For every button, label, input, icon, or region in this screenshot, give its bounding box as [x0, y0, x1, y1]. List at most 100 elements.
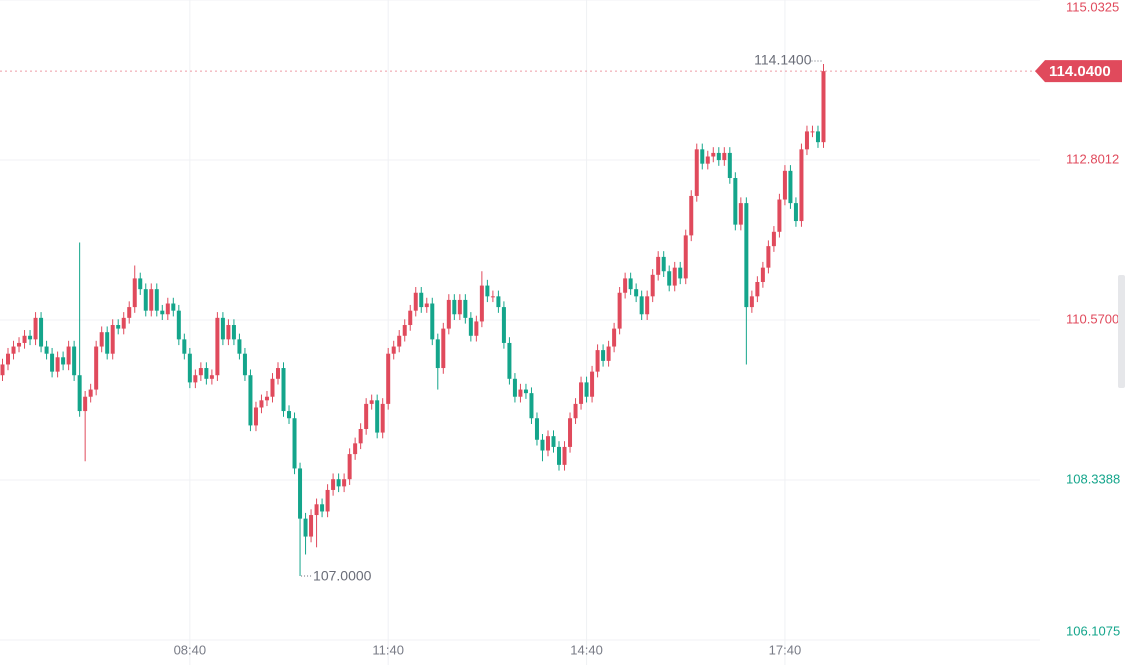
candle-body: [160, 310, 165, 315]
y-tick-label: 106.1075: [1066, 623, 1120, 638]
x-tick-label: 14:40: [570, 642, 603, 657]
candle-body: [485, 285, 490, 297]
candle-body: [523, 389, 528, 394]
candle-body: [154, 289, 159, 311]
candle-body: [788, 170, 793, 204]
last-price-tag: [1035, 60, 1122, 83]
candle-body: [490, 296, 495, 298]
candle-body: [672, 267, 677, 286]
scroll-handle[interactable]: [1118, 275, 1125, 388]
candle-body: [94, 346, 99, 390]
candle-body: [193, 375, 198, 383]
candle-body: [452, 299, 457, 315]
candle-body: [33, 317, 38, 340]
candle-body: [424, 303, 429, 308]
candle-body: [298, 468, 303, 519]
candle-body: [347, 454, 352, 480]
last-price-label: 114.0400: [1049, 63, 1111, 80]
max-label: 114.1400: [754, 52, 812, 68]
candle-body: [397, 335, 402, 347]
candle-body: [683, 235, 688, 279]
candle-body: [408, 310, 413, 326]
candle-body: [364, 403, 369, 429]
candle-body: [612, 328, 617, 347]
candle-body: [61, 357, 66, 365]
candle-body: [815, 131, 820, 143]
candle-body: [358, 428, 363, 444]
candle-body: [518, 389, 523, 397]
candle-body: [303, 518, 308, 537]
candle-body: [810, 131, 815, 133]
candle-body: [204, 368, 209, 379]
candle-body: [799, 149, 804, 222]
candle-body: [331, 479, 336, 490]
candle-body: [380, 403, 385, 433]
candle-body: [744, 203, 749, 308]
candle-body: [419, 292, 424, 308]
candle-body: [138, 278, 143, 290]
candle-body: [110, 325, 115, 354]
candle-body: [727, 152, 732, 179]
candle-body: [430, 303, 435, 340]
candle-body: [634, 289, 639, 297]
candle-body: [623, 278, 628, 293]
candle-body: [292, 418, 297, 469]
candle-body: [88, 389, 93, 397]
candle-body: [187, 353, 192, 383]
candle-body: [771, 231, 776, 247]
candle-body: [474, 321, 479, 336]
candle-body: [529, 393, 534, 419]
candle-body: [171, 303, 176, 311]
y-tick-label: 115.0325: [1066, 0, 1119, 14]
candle-body: [320, 504, 325, 512]
candle-body: [72, 346, 77, 376]
candle-body: [716, 152, 721, 161]
candle-body: [678, 267, 683, 279]
candle-body: [562, 446, 567, 465]
candle-body: [501, 307, 506, 343]
candle-body: [821, 71, 826, 143]
candle-body: [711, 152, 716, 157]
x-tick-label: 11:40: [372, 642, 404, 657]
candle-body: [667, 271, 672, 286]
candle-body: [584, 382, 589, 397]
candle-body: [656, 256, 661, 275]
x-tick-label: 08:40: [174, 642, 207, 657]
candle-body: [804, 131, 809, 150]
candle-body: [617, 292, 622, 329]
candle-body: [435, 339, 440, 369]
candle-body: [143, 289, 148, 311]
y-tick-label: 110.5700: [1066, 311, 1119, 326]
candle-body: [342, 479, 347, 487]
candle-body: [325, 489, 330, 512]
candle-body: [264, 396, 269, 401]
candle-body: [99, 332, 104, 347]
candle-body: [28, 335, 33, 340]
candle-body: [705, 156, 710, 164]
candle-body: [386, 353, 391, 404]
candle-body: [270, 378, 275, 397]
candle-body: [369, 400, 374, 404]
candle-body: [573, 403, 578, 419]
candle-body: [226, 325, 231, 340]
candle-body: [733, 178, 738, 225]
candle-body: [375, 400, 380, 433]
candle-body: [479, 285, 484, 322]
candle-body: [66, 346, 71, 365]
candle-body: [579, 382, 584, 404]
candle-body: [11, 346, 16, 354]
candle-body: [55, 357, 60, 372]
y-tick-label: 112.8012: [1066, 151, 1119, 166]
candle-body: [336, 479, 341, 487]
candle-body: [446, 299, 451, 329]
candle-body: [601, 350, 606, 361]
candle-body: [700, 149, 705, 164]
candle-body: [149, 289, 154, 311]
candle-body: [766, 246, 771, 268]
candle-body: [557, 446, 562, 465]
candle-body: [793, 203, 798, 222]
candle-body: [39, 317, 44, 347]
candle-body: [777, 199, 782, 232]
candle-body: [413, 292, 418, 311]
candle-body: [242, 353, 247, 376]
